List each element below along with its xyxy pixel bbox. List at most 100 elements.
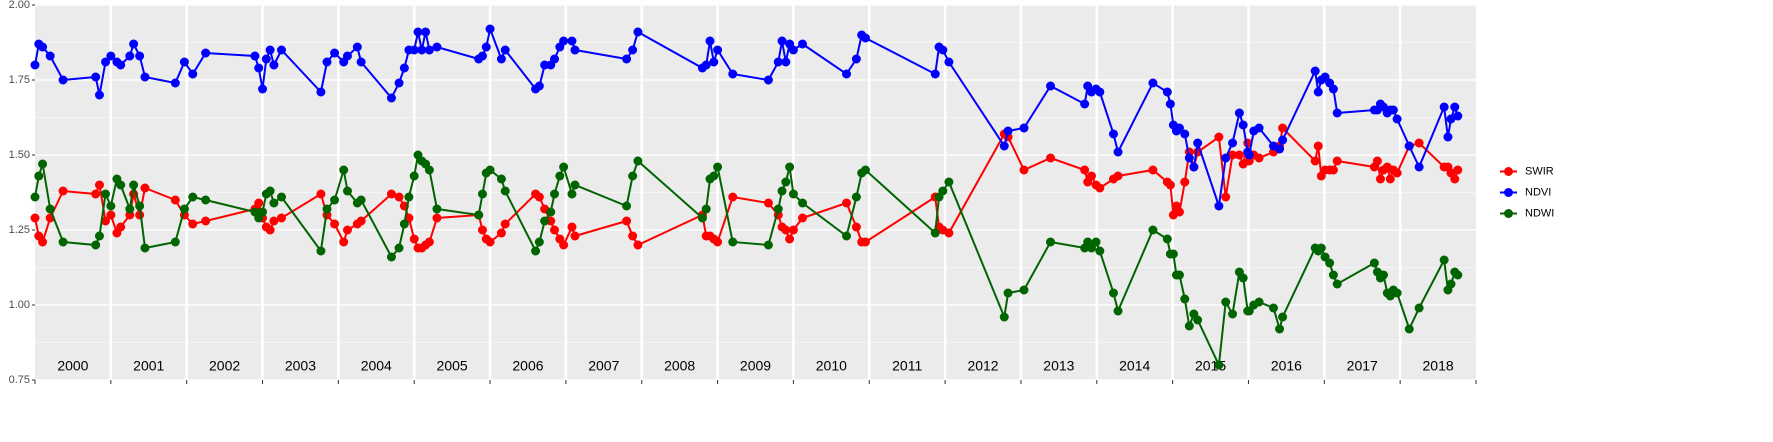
data-point <box>1332 156 1342 166</box>
data-point <box>179 204 189 214</box>
data-point <box>930 69 940 79</box>
data-point <box>116 222 126 232</box>
data-point <box>633 240 643 250</box>
data-point <box>531 246 541 256</box>
data-point <box>1325 258 1335 268</box>
data-point <box>559 240 569 250</box>
data-point <box>1228 150 1238 160</box>
data-point <box>788 189 798 199</box>
data-point <box>276 45 286 55</box>
legend-label: SWIR <box>1525 165 1554 177</box>
data-point <box>1108 129 1118 139</box>
data-point <box>386 93 396 103</box>
data-point <box>559 36 569 46</box>
data-point <box>944 228 954 238</box>
data-point <box>842 198 852 208</box>
data-point <box>342 186 352 196</box>
data-point <box>1372 156 1382 166</box>
data-point <box>1168 249 1178 259</box>
data-point <box>851 222 861 232</box>
data-point <box>1180 294 1190 304</box>
data-point <box>188 69 198 79</box>
data-point <box>851 54 861 64</box>
data-point <box>170 195 180 205</box>
data-point <box>417 45 427 55</box>
data-point <box>1019 123 1029 133</box>
data-point <box>45 51 55 61</box>
data-point <box>432 204 442 214</box>
data-point <box>38 42 48 52</box>
data-point <box>179 57 189 67</box>
data-point <box>91 240 101 250</box>
data-point <box>1385 174 1395 184</box>
data-point <box>1414 162 1424 172</box>
data-point <box>394 78 404 88</box>
data-point <box>254 63 264 73</box>
data-point <box>788 45 798 55</box>
data-point <box>1086 171 1096 181</box>
data-point <box>1254 153 1264 163</box>
data-point <box>140 243 150 253</box>
data-point <box>485 24 495 34</box>
data-point <box>1148 78 1158 88</box>
data-point <box>1080 99 1090 109</box>
period-label: 2002 <box>209 358 240 374</box>
data-point <box>1174 207 1184 217</box>
data-point <box>1310 66 1320 76</box>
data-point <box>1275 144 1285 154</box>
legend-label: NDVI <box>1525 186 1551 198</box>
data-point <box>728 237 738 247</box>
period-label: 2017 <box>1347 358 1378 374</box>
data-point <box>1214 360 1224 370</box>
period-label: 2007 <box>588 358 619 374</box>
y-tick-label: 2.00 <box>9 0 30 11</box>
data-point <box>713 237 723 247</box>
data-point <box>1439 102 1449 112</box>
data-point <box>91 189 101 199</box>
period-label: 2013 <box>1043 358 1074 374</box>
data-point <box>728 192 738 202</box>
data-point <box>170 78 180 88</box>
data-point <box>58 237 68 247</box>
period-label: 2000 <box>57 358 88 374</box>
data-point <box>269 60 279 70</box>
data-point <box>944 177 954 187</box>
data-point <box>1313 87 1323 97</box>
data-point <box>1046 237 1056 247</box>
data-point <box>1193 138 1203 148</box>
data-point <box>622 54 632 64</box>
data-point <box>842 69 852 79</box>
data-point <box>559 162 569 172</box>
data-point <box>106 210 116 220</box>
data-point <box>1254 123 1264 133</box>
data-point <box>94 90 104 100</box>
data-point <box>701 204 711 214</box>
period-label: 2014 <box>1119 358 1150 374</box>
period-label: 2005 <box>437 358 468 374</box>
data-point <box>477 225 487 235</box>
data-point <box>550 225 560 235</box>
period-label: 2018 <box>1423 358 1454 374</box>
data-point <box>404 192 414 202</box>
data-point <box>860 165 870 175</box>
data-point <box>1148 165 1158 175</box>
data-point <box>785 162 795 172</box>
data-point <box>201 48 211 58</box>
data-point <box>999 141 1009 151</box>
data-point <box>763 240 773 250</box>
data-point <box>265 45 275 55</box>
data-point <box>713 45 723 55</box>
period-label: 2009 <box>740 358 771 374</box>
data-point <box>1189 162 1199 172</box>
data-point <box>409 234 419 244</box>
data-point <box>1328 165 1338 175</box>
data-point <box>1328 270 1338 280</box>
data-point <box>356 216 366 226</box>
data-point <box>339 237 349 247</box>
data-point <box>342 225 352 235</box>
data-point <box>477 51 487 61</box>
data-point <box>413 27 423 37</box>
data-point <box>276 192 286 202</box>
data-point <box>628 231 638 241</box>
data-point <box>352 42 362 52</box>
